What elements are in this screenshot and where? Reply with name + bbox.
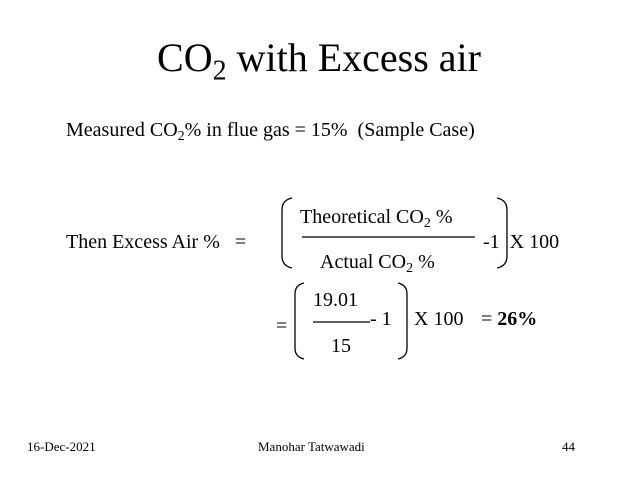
numerator: 19.01 [313,289,358,311]
slide-title: CO2 with Excess air [0,35,638,85]
text: Measured CO [66,119,178,141]
text: % [413,251,435,273]
subscript: 2 [177,129,185,145]
formula-tail: -1 X 100 [483,231,560,253]
footer-author: Manohar Tatwawadi [258,439,365,454]
denominator: 15 [331,335,351,357]
numerator: Theoretical CO2 % [300,206,453,231]
footer-page: 44 [562,439,575,454]
footer-date: 16-Dec-2021 [27,439,96,454]
text: Theoretical CO [300,206,424,228]
times: X 100 [414,308,464,330]
title-text: CO [157,35,213,80]
measured-line: Measured CO2% in flue gas = 15% (Sample … [66,119,475,144]
result: = 26% [481,309,537,329]
left-paren [281,197,293,269]
result-value: 26% [497,308,538,330]
subscript: 2 [406,261,414,277]
subscript: 2 [423,216,431,232]
right-paren [397,282,408,360]
text: % [430,206,453,228]
title-text: with Excess air [226,35,481,80]
text: % in flue gas = 15% (Sample Case) [184,119,475,141]
text: = [481,308,498,330]
formula-lhs: Then Excess Air % = [66,231,247,253]
right-paren [496,197,508,269]
denominator: Actual CO2 % [320,251,435,276]
equals: = [276,315,288,337]
text: Actual CO [320,251,407,273]
subscript: 2 [212,55,227,87]
minus-one: - 1 [370,308,392,330]
left-paren [294,282,305,360]
